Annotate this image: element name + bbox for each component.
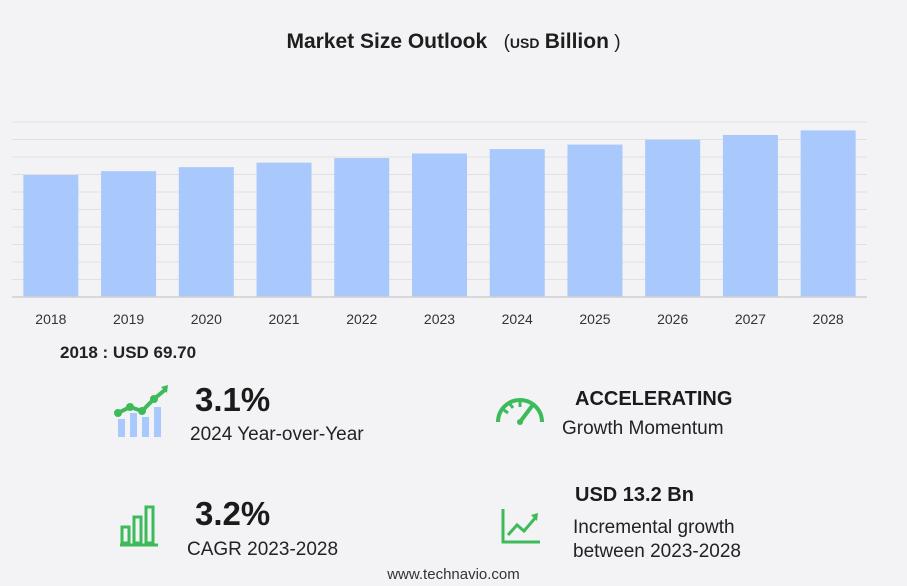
currency-label: USD [509, 35, 540, 51]
x-tick-label: 2018 [35, 311, 66, 327]
growth-chart-icon [114, 385, 168, 437]
momentum-label: Growth Momentum [562, 418, 724, 439]
x-tick-label: 2019 [113, 311, 144, 327]
chart-title: Market Size Outlook (USD Billion ) [0, 30, 907, 54]
bar-2026 [645, 139, 701, 297]
bar-chart: 2018 2019 2020 2021 2022 2023 2024 2025 2026 2027… [12, 121, 867, 327]
x-tick-label: 2021 [268, 311, 299, 327]
x-tick-label: 2028 [813, 311, 844, 327]
x-tick-label: 2026 [657, 311, 688, 327]
bar-2023 [412, 153, 467, 297]
trend-line-icon [501, 509, 540, 544]
bar-2018 [23, 175, 79, 297]
bar-chart-icon [120, 505, 158, 547]
bar-2021 [256, 162, 312, 297]
yoy-label: 2024 Year-over-Year [190, 424, 364, 445]
x-tick-label: 2020 [191, 311, 222, 327]
chart-title-main: Market Size Outlook [286, 30, 488, 53]
cagr-value: 3.2% [195, 495, 271, 532]
incremental-label-line1: Incremental growth [573, 517, 735, 538]
incremental-label-line2: between 2023-2028 [573, 541, 741, 562]
bar-2028 [800, 130, 856, 297]
yoy-value: 3.1% [195, 381, 271, 418]
bar-2022 [334, 158, 390, 297]
chart-title-unit: (USD Billion ) [503, 30, 621, 53]
base-year-value: 2018 : USD 69.70 [60, 343, 197, 362]
x-tick-label: 2027 [735, 311, 766, 327]
speedometer-icon [496, 398, 544, 425]
incremental-value: USD 13.2 Bn [575, 484, 694, 506]
bar-2027 [722, 134, 778, 297]
bar-2024 [489, 149, 545, 297]
unit-label: Billion [544, 30, 609, 53]
x-tick-label: 2023 [424, 311, 455, 327]
x-tick-label: 2025 [579, 311, 610, 327]
cagr-label: CAGR 2023-2028 [187, 539, 339, 560]
bar-2020 [178, 167, 234, 297]
momentum-value: ACCELERATING [575, 388, 733, 410]
x-tick-label: 2022 [346, 311, 377, 327]
footer-url: www.technavio.com [387, 566, 520, 583]
bar-2019 [101, 171, 157, 297]
x-tick-label: 2024 [502, 311, 533, 327]
bar-2025 [567, 144, 623, 297]
